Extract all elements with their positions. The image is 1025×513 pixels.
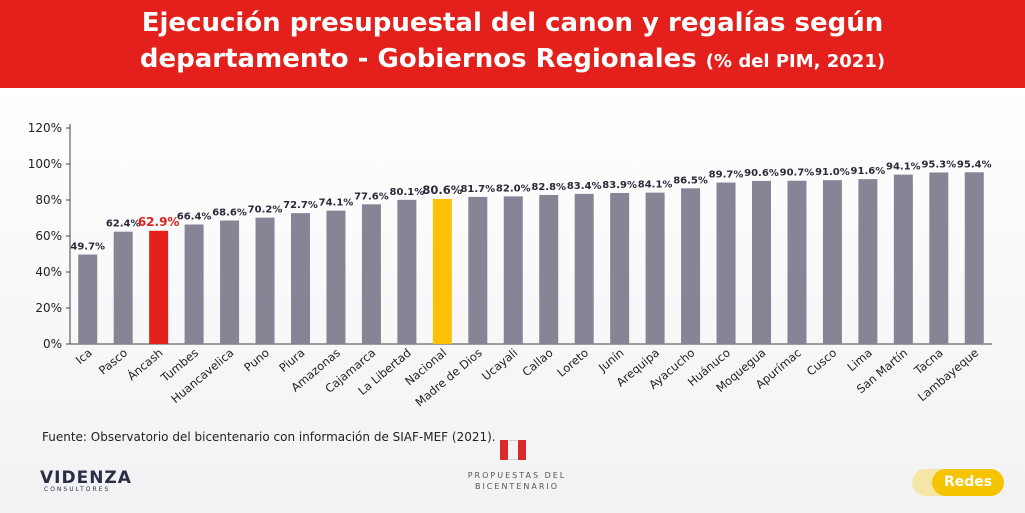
bar-madre-de-dios	[468, 196, 488, 344]
bar-ica	[78, 254, 98, 344]
bar-callao	[539, 194, 559, 344]
x-tick-label: Loreto	[554, 346, 591, 380]
videnza-logo-text: VIDENZA	[40, 468, 132, 488]
x-tick-label: Ucayali	[479, 346, 520, 384]
data-label: 80.1%	[390, 187, 425, 198]
bar-nacional	[432, 198, 452, 344]
data-label: 49.7%	[70, 242, 105, 253]
bar-ayacucho	[681, 188, 701, 344]
bar-tumbes	[184, 224, 204, 344]
y-tick-label: 100%	[28, 157, 62, 171]
data-label: 62.9%	[138, 215, 180, 229]
data-label: 84.1%	[638, 180, 673, 191]
title-banner: Ejecución presupuestal del canon y regal…	[0, 0, 1025, 88]
data-label: 62.4%	[106, 219, 141, 230]
data-label: 72.7%	[283, 200, 318, 211]
y-tick-label: 40%	[35, 265, 62, 279]
bar-ucayali	[503, 196, 523, 344]
data-label: 90.7%	[780, 168, 815, 179]
data-label: 68.6%	[212, 208, 247, 219]
data-label: 95.4%	[957, 159, 992, 170]
propuestas-bicentenario-logo: PROPUESTAS DEL BICENTENARIO	[462, 440, 572, 500]
y-tick-label: 0%	[43, 337, 62, 351]
data-label: 90.6%	[744, 168, 779, 179]
bar-huánuco	[716, 182, 736, 344]
x-tick-label: Ica	[73, 346, 95, 368]
bar-puno	[255, 217, 275, 344]
x-tick-label: Huancavelica	[168, 346, 236, 406]
x-tick-label: Lima	[844, 346, 874, 375]
bar-moquegua	[752, 180, 771, 344]
bar-arequipa	[645, 192, 665, 344]
data-label: 95.3%	[921, 159, 956, 170]
bar-chart: 0%20%40%60%80%100%120%49.7%Ica62.4%Pasco…	[28, 121, 992, 409]
bar-huancavelica	[220, 220, 240, 344]
data-label: 83.9%	[602, 180, 637, 191]
bar-la-libertad	[397, 199, 417, 344]
data-label: 86.5%	[673, 175, 708, 186]
x-tick-label: Áncash	[124, 345, 166, 383]
redes-label: Redes	[932, 469, 1004, 496]
y-tick-label: 120%	[28, 121, 62, 135]
redes-button[interactable]: Redes	[912, 469, 1004, 496]
bar-amazonas	[326, 210, 346, 344]
y-tick-label: 80%	[35, 193, 62, 207]
y-tick-label: 60%	[35, 229, 62, 243]
bar-áncash	[149, 230, 169, 344]
x-tick-label: Callao	[519, 346, 555, 380]
bar-tacna	[929, 172, 949, 344]
bar-junín	[610, 192, 630, 344]
peru-flag-icon	[500, 440, 526, 460]
x-tick-label: Puno	[241, 346, 272, 375]
data-label: 81.7%	[460, 184, 495, 195]
bar-san-martín	[893, 174, 913, 344]
bar-apurímac	[787, 180, 807, 344]
data-label: 94.1%	[886, 162, 921, 173]
data-label: 91.0%	[815, 167, 850, 178]
data-label: 82.8%	[531, 182, 566, 193]
data-label: 83.4%	[567, 181, 602, 192]
videnza-logo-subtext: CONSULTORES	[44, 486, 111, 493]
bar-lambayeque	[964, 172, 984, 344]
data-label: 74.1%	[319, 198, 354, 209]
data-label: 91.6%	[851, 166, 886, 177]
x-tick-label: Cusco	[804, 346, 840, 379]
chart-title-line1: Ejecución presupuestal del canon y regal…	[141, 8, 884, 38]
y-tick-label: 20%	[35, 301, 62, 315]
chart-title-line2: departamento - Gobiernos Regionales (% d…	[0, 44, 1025, 74]
logo-pb-line2: BICENTENARIO	[474, 482, 560, 491]
logo-pb-line1: PROPUESTAS DEL	[467, 471, 567, 480]
data-label: 66.4%	[177, 211, 212, 222]
data-label: 89.7%	[709, 170, 744, 181]
bar-piura	[291, 213, 310, 344]
bar-loreto	[574, 193, 594, 344]
bar-lima	[858, 179, 878, 344]
bar-cajamarca	[361, 204, 381, 344]
source-note: Fuente: Observatorio del bicentenario co…	[42, 430, 496, 444]
data-label: 70.2%	[248, 205, 283, 216]
data-label: 82.0%	[496, 183, 531, 194]
bar-pasco	[113, 231, 133, 344]
data-label: 77.6%	[354, 191, 389, 202]
bar-cusco	[822, 180, 842, 344]
chart-title-unit: (% del PIM, 2021)	[705, 51, 886, 72]
data-label: 80.6%	[422, 183, 462, 197]
chart-title-main: departamento - Gobiernos Regionales	[139, 44, 697, 74]
videnza-logo: VIDENZA CONSULTORES	[40, 468, 132, 493]
